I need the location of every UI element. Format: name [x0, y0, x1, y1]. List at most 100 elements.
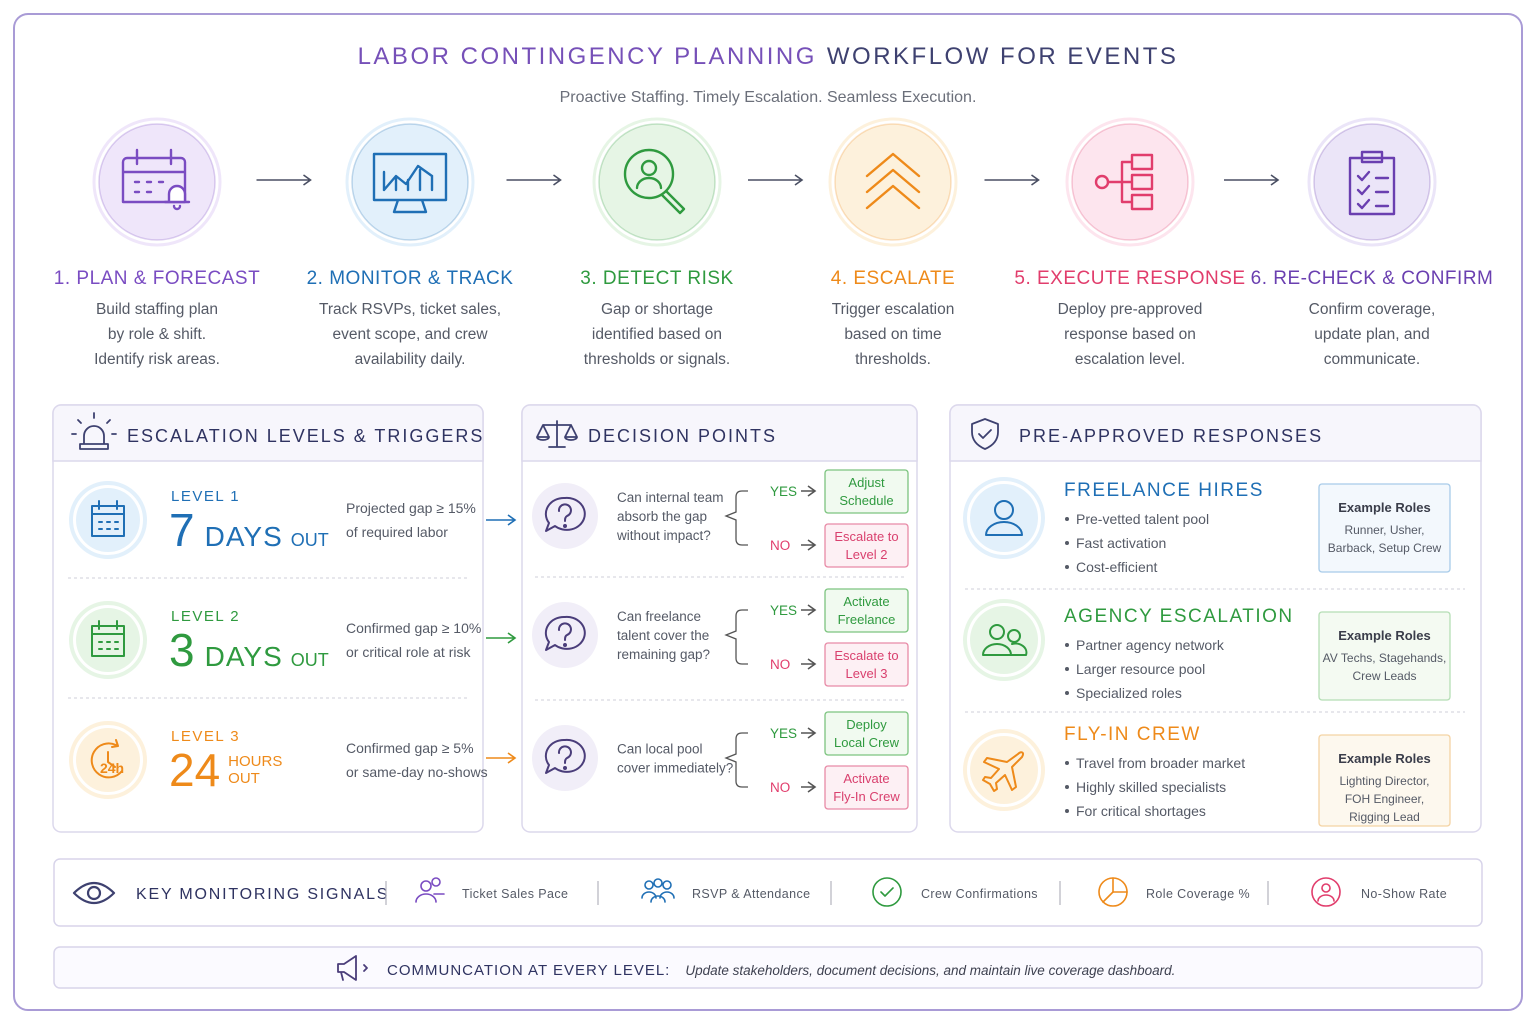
level-label: LEVEL 1	[171, 488, 240, 505]
step-description: Trigger escalation	[832, 301, 955, 318]
level-icon-text: 24h	[100, 760, 124, 776]
icon	[641, 878, 675, 903]
step-description: based on time	[844, 326, 941, 343]
no-label: NO	[770, 538, 790, 553]
panel-title: PRE-APPROVED RESPONSES	[1019, 426, 1323, 446]
level-number: 7	[169, 504, 195, 556]
level-unit: DAYS	[205, 521, 283, 552]
icon-shape	[544, 738, 586, 774]
yes-label: YES	[770, 726, 797, 741]
level-trigger: or critical role at risk	[346, 644, 471, 660]
icon-shape	[982, 624, 1028, 656]
icon	[90, 739, 123, 779]
question-text: cover immediately?	[617, 761, 733, 776]
roles-box	[1318, 734, 1451, 827]
level-trigger: or same-day no-shows	[346, 764, 488, 780]
step-description: availability daily.	[355, 351, 466, 368]
signal-label: RSVP & Attendance	[692, 887, 810, 901]
roles-title: Example Roles	[1338, 751, 1431, 766]
yes-text: Deploy	[846, 717, 887, 732]
no-text: Level 3	[846, 666, 888, 681]
step-description: thresholds or signals.	[584, 351, 730, 368]
icon-shape	[872, 877, 902, 907]
icon-shape	[536, 420, 578, 448]
signal-label: Crew Confirmations	[921, 887, 1038, 901]
title-part: WORKFLOW FOR EVENTS	[827, 43, 1179, 70]
icon-shape	[1317, 883, 1335, 902]
step-description: update plan, and	[1314, 326, 1430, 343]
icon-shape	[635, 159, 686, 215]
question-text: Can local pool	[617, 742, 703, 757]
step-description: Gap or shortage	[601, 301, 713, 318]
level-label: LEVEL 2	[171, 608, 240, 625]
signal-label: Ticket Sales Pace	[462, 887, 568, 901]
arrow	[506, 174, 562, 186]
bullet	[1065, 517, 1069, 521]
question-circle	[532, 602, 598, 668]
icon	[982, 751, 1025, 792]
level-number: 3	[169, 624, 195, 676]
no-label: NO	[770, 780, 790, 795]
no-text: Escalate to	[834, 529, 898, 544]
icon-shape	[971, 418, 999, 450]
icon-shape	[1348, 150, 1396, 216]
decision-arrow	[801, 485, 817, 497]
icon	[337, 955, 368, 981]
yes-box	[824, 469, 909, 514]
step-description: Build staffing plan	[96, 301, 218, 318]
response-bullet: Pre-vetted talent pool	[1076, 511, 1209, 527]
panel-header	[521, 404, 918, 462]
yes-text: Activate	[843, 594, 889, 609]
step-description: Track RSVPs, ticket sales,	[319, 301, 501, 318]
step-description: Confirm coverage,	[1309, 301, 1436, 318]
question-text: talent cover the	[617, 628, 709, 643]
roles-title: Example Roles	[1338, 500, 1431, 515]
icon-shape	[563, 643, 567, 647]
step-description: identified based on	[592, 326, 722, 343]
icon-shape	[91, 500, 125, 537]
roles-title: Example Roles	[1338, 628, 1431, 643]
no-text: Level 2	[846, 547, 888, 562]
decision-arrow	[801, 727, 817, 739]
level-suffix: OUT	[228, 770, 260, 787]
icon	[72, 881, 116, 905]
icon-shape	[372, 152, 448, 214]
yes-text: Schedule	[839, 493, 893, 508]
bracket	[724, 732, 748, 788]
icon	[623, 148, 686, 215]
icon-shape	[1102, 891, 1114, 903]
step-circle	[834, 123, 952, 241]
roles-text: Rigging Lead	[1349, 810, 1420, 824]
level-trigger: Confirmed gap ≥ 10%	[346, 620, 481, 636]
roles-text: AV Techs, Stagehands,	[1323, 651, 1447, 665]
roles-text: Lighting Director,	[1339, 774, 1429, 788]
yes-text: Freelance	[838, 612, 896, 627]
step-description: communicate.	[1324, 351, 1420, 368]
step-description: event scope, and crew	[332, 326, 488, 343]
icon	[536, 420, 578, 448]
icon	[971, 418, 999, 450]
response-name: AGENCY ESCALATION	[1064, 606, 1294, 627]
signal-label: No-Show Rate	[1361, 887, 1447, 901]
yes-label: YES	[770, 603, 797, 618]
icon-shape	[1106, 153, 1154, 211]
bracket	[724, 490, 748, 546]
question-text: Can internal team	[617, 490, 724, 505]
icon-shape	[544, 615, 586, 651]
roles-text: Runner, Usher,	[1344, 523, 1424, 537]
level-unit: DAYS	[205, 641, 283, 672]
no-text: Activate	[843, 771, 889, 786]
no-text: Fly-In Crew	[833, 789, 900, 804]
step-description: escalation level.	[1075, 351, 1185, 368]
title-part: LABOR CONTINGENCY PLANNING	[358, 43, 817, 70]
step-circle	[98, 123, 216, 241]
response-bullet: Travel from broader market	[1076, 755, 1245, 771]
level-circle-inner	[76, 608, 140, 672]
response-bullet: Cost-efficient	[1076, 559, 1158, 575]
icon-shape	[337, 955, 368, 981]
no-box	[824, 642, 909, 687]
icon	[544, 615, 586, 651]
decision-arrow	[801, 781, 817, 793]
arrow	[256, 174, 312, 186]
